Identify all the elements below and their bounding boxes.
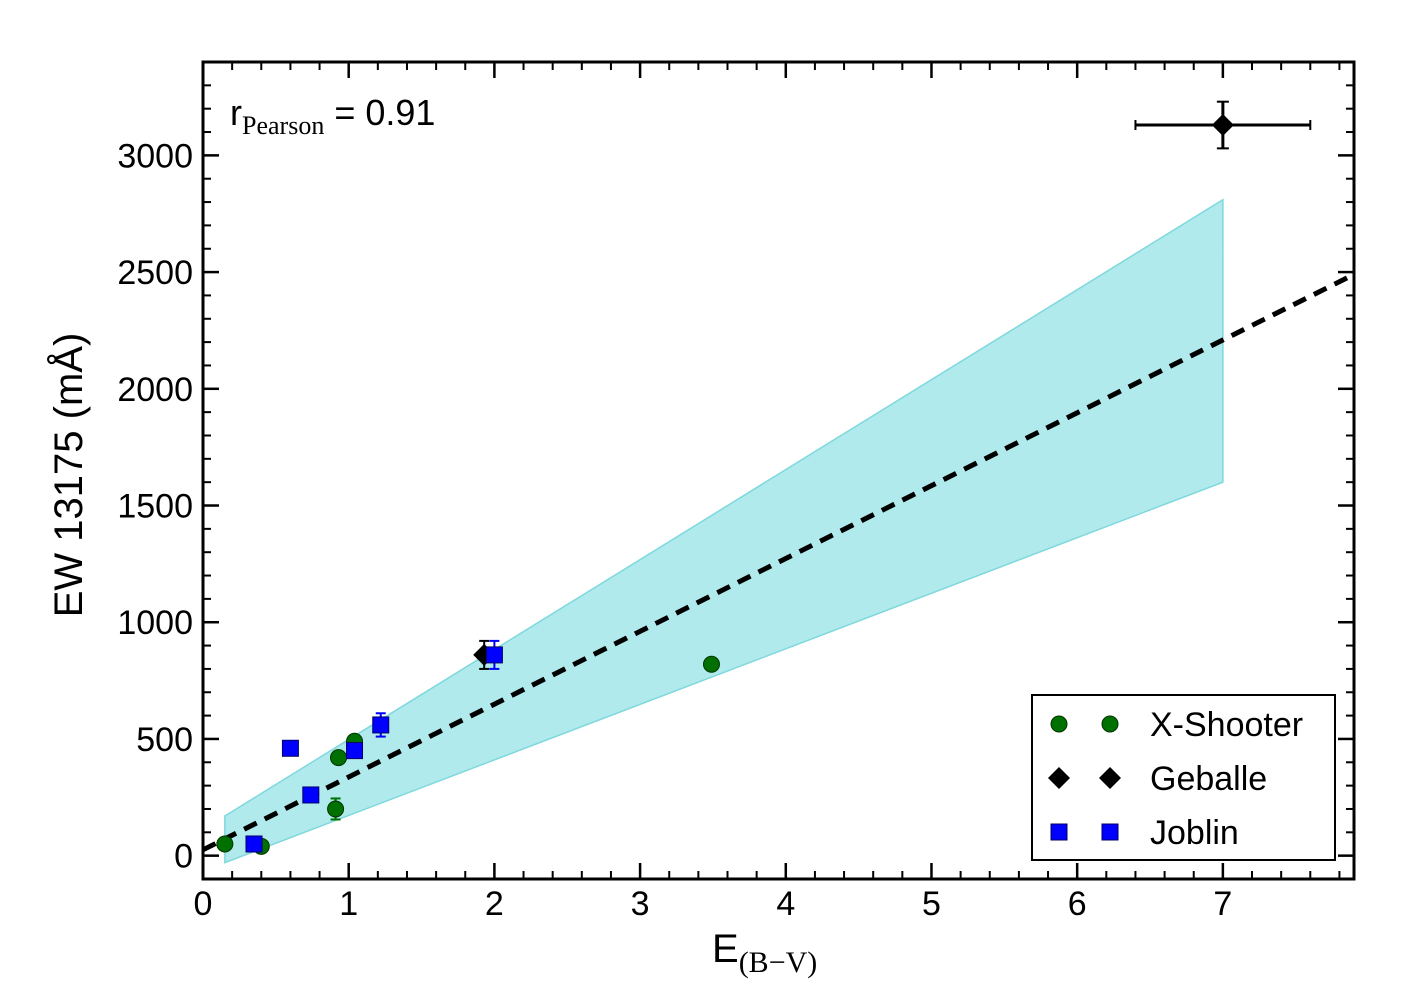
data-point — [372, 716, 390, 734]
legend-label-joblin: Joblin — [1150, 814, 1239, 852]
legend-marker — [1101, 715, 1119, 733]
x-axis-label-main: E — [712, 927, 739, 971]
data-point — [702, 655, 720, 673]
data-point — [485, 646, 503, 664]
y-tick-label: 3000 — [117, 137, 193, 175]
svg-text:rPearson = 0.91: rPearson = 0.91 — [230, 92, 435, 140]
x-axis-label-sub: (B−V) — [739, 946, 818, 979]
data-point — [281, 739, 299, 757]
data-point — [302, 786, 320, 804]
annotation-value: = 0.91 — [324, 92, 435, 133]
plot-frame — [201, 60, 1356, 881]
tick-labels: 0 1 2 3 4 5 6 7 0 500 1000 1500 2000 2500 3000 — [117, 137, 1232, 923]
x-tick-label: 4 — [776, 885, 795, 923]
legend-marker — [1050, 715, 1068, 733]
y-tick-label: 1500 — [117, 488, 193, 526]
correlation-annotation: rPearson = 0.91 — [230, 92, 435, 140]
annotation-r: r — [230, 92, 242, 133]
x-tick-label: 1 — [339, 885, 358, 923]
x-tick-label: 6 — [1068, 885, 1087, 923]
x-axis-title: E(B−V) — [712, 927, 817, 979]
svg-text:E(B−V): E(B−V) — [712, 927, 817, 979]
annotation-sub: Pearson — [242, 111, 324, 140]
legend-marker — [1101, 823, 1119, 841]
y-tick-label: 1000 — [117, 604, 193, 642]
y-axis-label: EW 13175 (mÅ) — [46, 333, 91, 618]
data-point — [245, 835, 263, 853]
legend-marker — [1048, 767, 1070, 789]
x-tick-label: 5 — [922, 885, 941, 923]
y-tick-label: 500 — [136, 721, 193, 759]
error-sample-marker — [1211, 114, 1234, 137]
legend-markers — [1048, 715, 1121, 841]
data-point — [216, 835, 234, 853]
legend: X-Shooter Geballe Joblin — [1031, 694, 1336, 861]
legend-marker — [1050, 823, 1068, 841]
data-point — [327, 800, 345, 818]
error-sample — [1134, 100, 1312, 150]
x-tick-label: 3 — [631, 885, 650, 923]
legend-box — [1031, 694, 1336, 861]
y-tick-label: 2000 — [117, 371, 193, 409]
series-joblin — [245, 639, 503, 853]
x-tick-label: 7 — [1213, 885, 1232, 923]
y-tick-label: 2500 — [117, 254, 193, 292]
data-point — [346, 742, 364, 760]
plot-area — [201, 100, 1356, 864]
data-point — [329, 749, 347, 767]
legend-marker — [1099, 767, 1121, 789]
x-tick-label: 0 — [194, 885, 213, 923]
legend-label-xshooter: X-Shooter — [1150, 706, 1303, 744]
fit-line — [201, 272, 1356, 853]
y-tick-label: 0 — [174, 838, 193, 876]
legend-label-geballe: Geballe — [1150, 760, 1267, 798]
x-tick-label: 2 — [485, 885, 504, 923]
